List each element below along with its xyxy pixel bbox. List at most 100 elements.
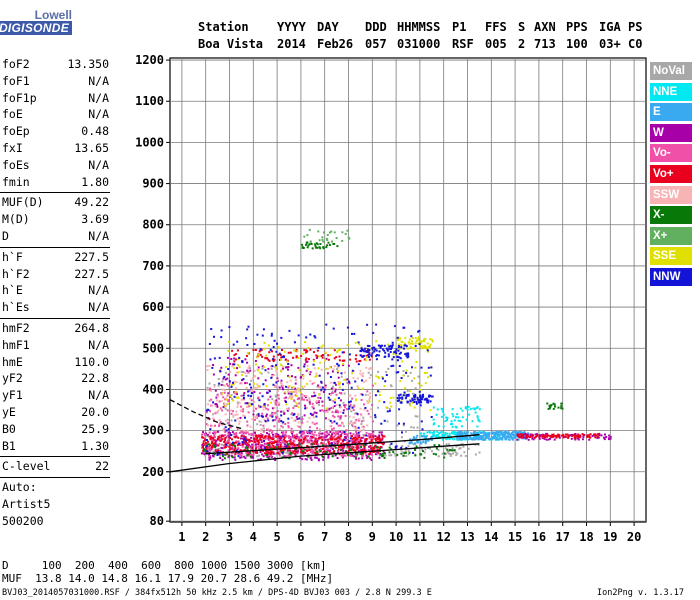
echo-point [356, 385, 359, 388]
echo-point [263, 440, 266, 442]
echo-point [205, 411, 208, 414]
echo-point [388, 345, 391, 348]
echo-point [369, 408, 372, 411]
echo-point [334, 388, 337, 391]
echo-point [365, 454, 368, 457]
echo-point [355, 418, 358, 421]
echo-point [223, 444, 225, 447]
param-name: yE [2, 405, 16, 419]
echo-point [369, 451, 372, 454]
echo-point [243, 430, 246, 432]
echo-point [294, 448, 297, 451]
echo-point [281, 452, 284, 455]
echo-point [541, 437, 544, 440]
echo-point [400, 343, 403, 346]
echo-point [233, 435, 236, 438]
echo-point [437, 455, 440, 458]
echo-point [301, 418, 304, 420]
echo-point [460, 437, 463, 440]
echo-point [297, 405, 300, 408]
echo-point [236, 393, 238, 396]
echo-point [375, 323, 378, 326]
echo-point [360, 414, 363, 417]
echo-point [258, 434, 261, 437]
echo-point [408, 338, 411, 341]
echo-point [266, 455, 269, 458]
echo-point [445, 443, 448, 446]
echo-point [287, 449, 290, 452]
echo-point [326, 432, 329, 435]
echo-point [304, 436, 307, 439]
echo-point [227, 392, 230, 395]
echo-point [228, 381, 231, 384]
echo-point [313, 381, 316, 384]
echo-point [549, 437, 551, 440]
echo-point [229, 362, 232, 365]
echo-point [245, 444, 248, 446]
echo-point [337, 364, 340, 367]
echo-point [262, 383, 265, 386]
echo-point [252, 409, 255, 412]
echo-point [261, 440, 264, 443]
echo-point [463, 438, 466, 441]
echo-point [348, 446, 350, 448]
echo-point [428, 395, 430, 398]
echo-point [310, 430, 313, 433]
echo-point [208, 382, 211, 385]
echo-point [294, 390, 297, 393]
echo-point [351, 437, 354, 440]
echo-point [249, 397, 252, 400]
echo-point [255, 436, 258, 439]
echo-point [259, 433, 262, 436]
echo-point [258, 445, 260, 448]
echo-point [359, 429, 361, 432]
echo-point [368, 345, 371, 347]
echo-point [354, 425, 357, 428]
echo-point [234, 436, 237, 439]
param-value: 25.9 [81, 421, 109, 436]
echo-point [358, 343, 361, 346]
echo-point [309, 371, 312, 374]
echo-point [247, 390, 250, 393]
echo-point [208, 399, 211, 402]
echo-point [549, 434, 552, 437]
echo-point [269, 395, 272, 398]
echo-point [386, 406, 389, 409]
echo-point [325, 407, 328, 410]
echo-point [236, 401, 239, 404]
echo-point [414, 342, 417, 345]
echo-point [362, 354, 365, 357]
echo-point [456, 437, 459, 440]
param-row: foEs N/A [2, 158, 109, 174]
echo-point [415, 349, 418, 352]
echo-point [364, 444, 366, 447]
echo-point [463, 436, 466, 439]
echo-point [320, 380, 323, 383]
echo-point [212, 364, 215, 366]
echo-point [284, 358, 287, 361]
echo-point [418, 342, 421, 345]
echo-point [300, 355, 303, 357]
echo-point [532, 434, 534, 437]
echo-point [217, 447, 220, 450]
echo-point [287, 424, 290, 427]
echo-point [207, 440, 209, 443]
echo-point [252, 388, 255, 391]
legend-item-xx: X+ [650, 226, 692, 245]
echo-point [254, 363, 257, 366]
echo-point [325, 434, 328, 437]
echo-point [253, 391, 256, 393]
echo-point [486, 434, 489, 437]
echo-point [284, 391, 287, 394]
echo-point [419, 441, 422, 444]
param-row: foF2 13.350 [2, 57, 109, 73]
echo-point [565, 433, 568, 436]
echo-point [604, 433, 606, 436]
echo-point [313, 243, 316, 246]
echo-point [432, 418, 435, 421]
echo-point [495, 433, 498, 435]
echo-point [330, 434, 333, 437]
echo-point [471, 438, 474, 440]
echo-point [279, 438, 282, 441]
echo-point [510, 432, 513, 435]
